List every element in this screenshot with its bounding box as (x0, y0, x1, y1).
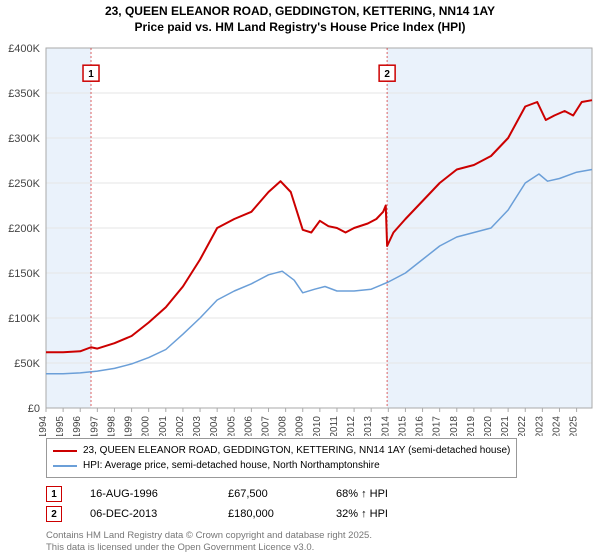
svg-text:2001: 2001 (158, 416, 169, 436)
sale-date: 06-DEC-2013 (90, 508, 200, 520)
svg-text:1995: 1995 (55, 416, 66, 436)
svg-text:1996: 1996 (72, 416, 83, 436)
legend-label: HPI: Average price, semi-detached house,… (83, 458, 380, 473)
svg-text:2020: 2020 (483, 416, 494, 436)
svg-text:2016: 2016 (415, 416, 426, 436)
svg-text:1997: 1997 (89, 416, 100, 436)
sale-marker: 1 (46, 486, 62, 502)
legend: 23, QUEEN ELEANOR ROAD, GEDDINGTON, KETT… (46, 438, 517, 478)
svg-text:£150K: £150K (8, 268, 40, 280)
svg-text:2014: 2014 (380, 416, 391, 436)
svg-text:£350K: £350K (8, 88, 40, 100)
svg-text:2005: 2005 (226, 416, 237, 436)
sale-row: 1 16-AUG-1996 £67,500 68% ↑ HPI (46, 486, 388, 502)
svg-text:£0: £0 (28, 403, 40, 415)
footnote-line1: Contains HM Land Registry data © Crown c… (46, 530, 372, 542)
sales-table: 1 16-AUG-1996 £67,500 68% ↑ HPI 2 06-DEC-2013… (46, 486, 388, 526)
svg-text:2025: 2025 (569, 416, 580, 436)
svg-text:1: 1 (88, 69, 94, 80)
sale-delta: 68% ↑ HPI (336, 488, 388, 500)
sale-price: £67,500 (228, 488, 308, 500)
svg-text:1998: 1998 (106, 416, 117, 436)
svg-text:2023: 2023 (534, 416, 545, 436)
svg-text:2008: 2008 (278, 416, 289, 436)
legend-item: 23, QUEEN ELEANOR ROAD, GEDDINGTON, KETT… (53, 443, 510, 458)
svg-text:£250K: £250K (8, 178, 40, 190)
svg-text:2003: 2003 (192, 416, 203, 436)
svg-text:2012: 2012 (346, 416, 357, 436)
svg-text:£100K: £100K (8, 313, 40, 325)
svg-text:2018: 2018 (449, 416, 460, 436)
sale-row: 2 06-DEC-2013 £180,000 32% ↑ HPI (46, 506, 388, 522)
svg-text:2006: 2006 (243, 416, 254, 436)
svg-text:2015: 2015 (397, 416, 408, 436)
legend-item: HPI: Average price, semi-detached house,… (53, 458, 510, 473)
svg-text:2011: 2011 (329, 416, 340, 436)
footnote-line2: This data is licensed under the Open Gov… (46, 542, 372, 554)
sale-date: 16-AUG-1996 (90, 488, 200, 500)
svg-text:2000: 2000 (141, 416, 152, 436)
price-chart: £0 £50K £100K £150K £200K £250K £300K £350K £400… (0, 0, 600, 436)
svg-text:2017: 2017 (432, 416, 443, 436)
svg-text:£400K: £400K (8, 43, 40, 55)
svg-text:2007: 2007 (261, 416, 272, 436)
svg-text:£300K: £300K (8, 133, 40, 145)
svg-text:2024: 2024 (551, 416, 562, 436)
sale-marker: 2 (46, 506, 62, 522)
legend-swatch (53, 465, 77, 467)
svg-text:2002: 2002 (175, 416, 186, 436)
svg-text:2019: 2019 (466, 416, 477, 436)
svg-text:2: 2 (384, 69, 390, 80)
sale-price: £180,000 (228, 508, 308, 520)
svg-text:£200K: £200K (8, 223, 40, 235)
svg-text:2010: 2010 (312, 416, 323, 436)
svg-text:1999: 1999 (124, 416, 135, 436)
svg-text:1994: 1994 (38, 416, 49, 436)
svg-text:2013: 2013 (363, 416, 374, 436)
svg-text:2009: 2009 (295, 416, 306, 436)
legend-label: 23, QUEEN ELEANOR ROAD, GEDDINGTON, KETT… (83, 443, 510, 458)
svg-text:2022: 2022 (517, 416, 528, 436)
legend-swatch (53, 450, 77, 452)
svg-text:2021: 2021 (500, 416, 511, 436)
svg-text:2004: 2004 (209, 416, 220, 436)
svg-text:£50K: £50K (14, 358, 40, 370)
footnote: Contains HM Land Registry data © Crown c… (46, 530, 372, 555)
sale-delta: 32% ↑ HPI (336, 508, 388, 520)
